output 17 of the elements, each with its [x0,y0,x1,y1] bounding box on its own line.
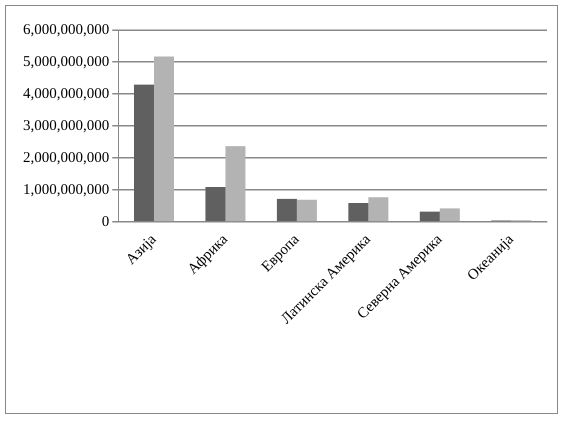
y-tick-label: 5,000,000,000 [23,54,110,70]
y-tick-label: 4,000,000,000 [23,86,110,102]
y-tick-label: 2,000,000,000 [23,150,110,166]
y-tick-label: 0 [102,214,110,230]
bar [348,202,368,222]
y-tick-label: 3,000,000,000 [23,118,110,134]
bar [154,56,174,222]
bar [134,84,154,222]
bar [368,197,388,222]
bar [440,208,460,222]
bar [296,200,317,222]
bar [420,212,440,222]
y-tick-label: 1,000,000,000 [23,182,110,198]
bar [276,198,297,222]
bar [225,146,246,222]
y-tick-label: 6,000,000,000 [23,22,110,38]
bar [205,186,226,222]
